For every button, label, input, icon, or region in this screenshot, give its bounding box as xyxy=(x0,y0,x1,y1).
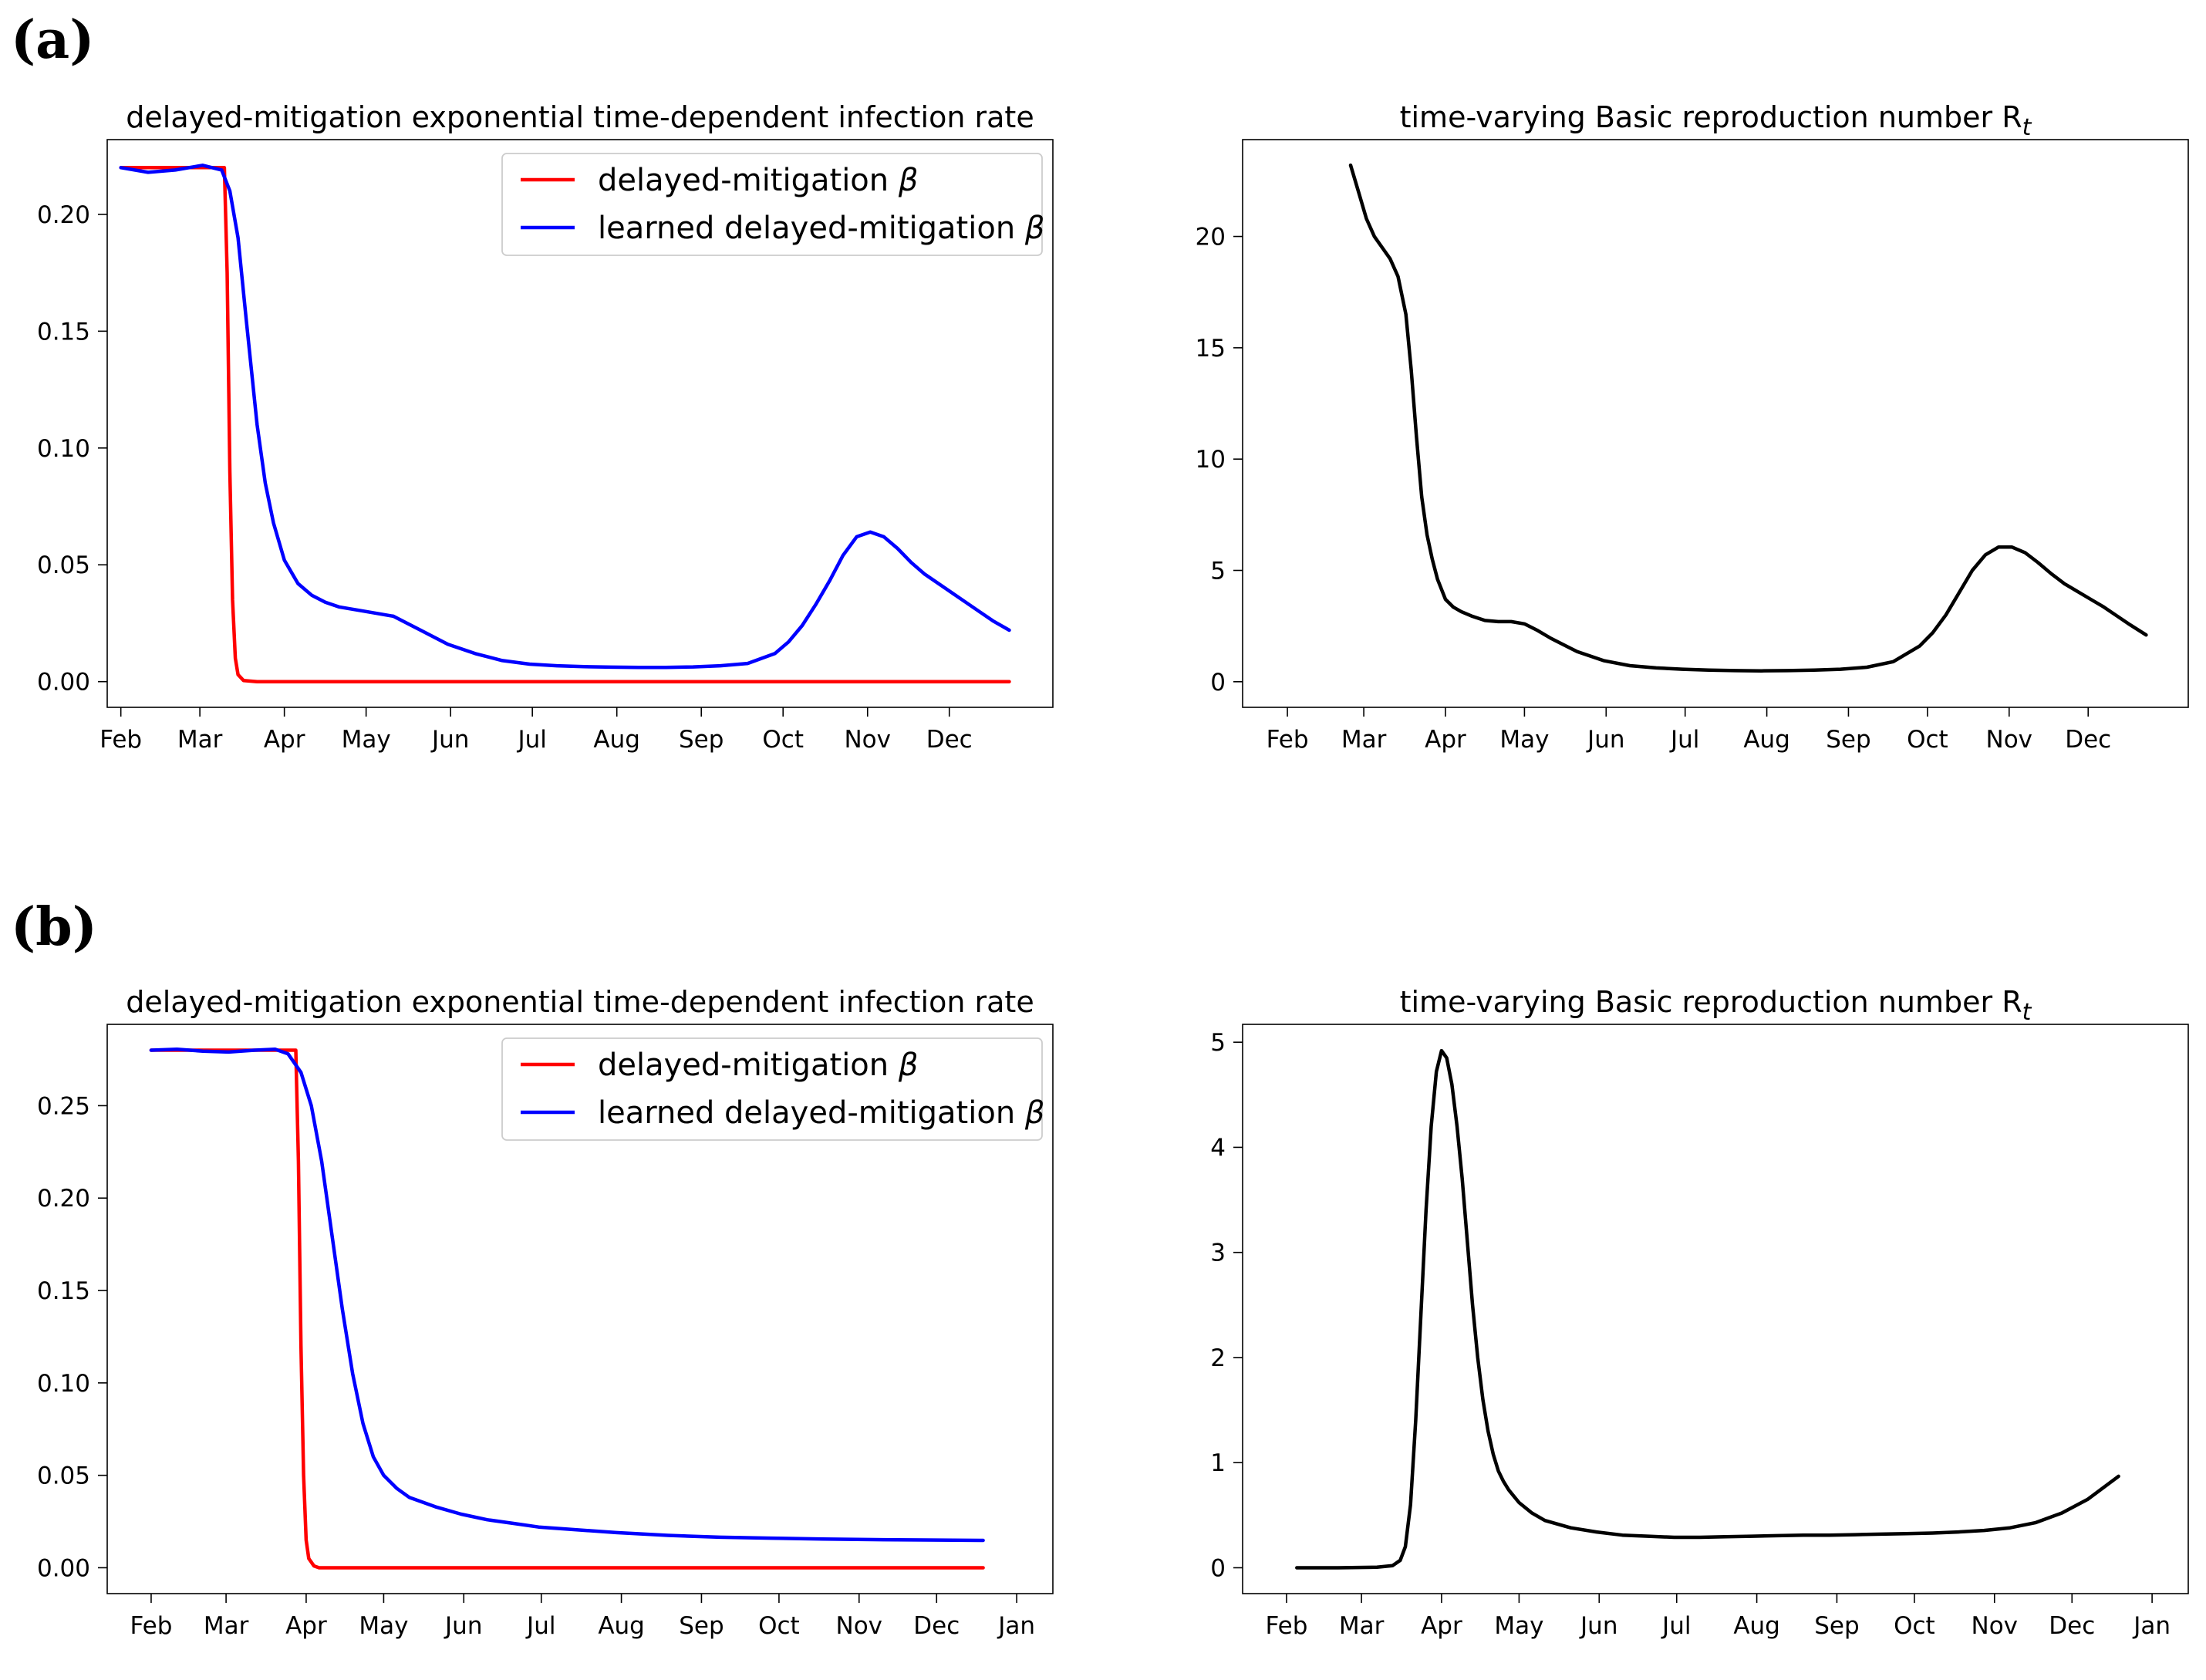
y-tick-label: 3 xyxy=(1210,1240,1226,1267)
y-tick-label: 0 xyxy=(1210,1554,1226,1582)
series-line-1 xyxy=(119,164,1011,670)
chart-title: delayed-mitigation exponential time-depe… xyxy=(126,100,1034,134)
x-tick-label: Aug xyxy=(598,1612,645,1640)
x-tick-label: Oct xyxy=(1894,1612,1935,1640)
y-tick-label: 2 xyxy=(1210,1344,1226,1372)
x-tick-label: Jul xyxy=(1661,1612,1691,1640)
x-tick-label: Dec xyxy=(926,726,973,754)
x-tick-label: Jan xyxy=(997,1612,1035,1640)
x-tick-label: Nov xyxy=(836,1612,883,1640)
x-tick-label: Feb xyxy=(130,1612,173,1640)
series-line-1 xyxy=(149,1047,985,1543)
x-tick-label: May xyxy=(1499,726,1549,754)
x-tick-label: Mar xyxy=(1341,726,1387,754)
y-tick-label: 0.10 xyxy=(37,435,90,463)
x-tick-label: Oct xyxy=(762,726,804,754)
x-tick-label: Sep xyxy=(1814,1612,1859,1640)
legend-label-0: delayed-mitigation β xyxy=(598,163,918,198)
chart-b-left: delayed-mitigation exponential time-depe… xyxy=(37,985,1054,1640)
series-line-0 xyxy=(1348,163,2148,673)
axes-frame xyxy=(1242,139,2189,708)
panel-label-b: (b) xyxy=(11,896,97,958)
x-tick-label: Oct xyxy=(1907,726,1948,754)
legend-label-1: learned delayed-mitigation β xyxy=(598,1095,1044,1131)
x-tick-label: Nov xyxy=(844,726,891,754)
x-tick-label: Mar xyxy=(177,726,223,754)
x-tick-label: Aug xyxy=(1743,726,1790,754)
x-tick-label: Dec xyxy=(2049,1612,2095,1640)
y-tick-label: 0.10 xyxy=(37,1370,90,1398)
x-tick-label: Feb xyxy=(1266,1612,1308,1640)
x-tick-label: Dec xyxy=(2065,726,2111,754)
axes-frame xyxy=(106,139,1054,708)
series-line-0 xyxy=(119,166,1011,683)
y-tick-label: 20 xyxy=(1196,224,1226,251)
y-tick-label: 10 xyxy=(1196,446,1226,474)
x-tick-label: Apr xyxy=(264,726,305,754)
x-tick-label: Jun xyxy=(444,1612,482,1640)
x-tick-label: Sep xyxy=(679,1612,724,1640)
x-tick-label: Apr xyxy=(1425,726,1466,754)
x-tick-label: Jun xyxy=(1579,1612,1617,1640)
y-tick-label: 0.20 xyxy=(37,201,90,229)
x-tick-label: Sep xyxy=(679,726,724,754)
legend-box xyxy=(501,1037,1043,1141)
x-tick-label: May xyxy=(1494,1612,1543,1640)
y-tick-label: 15 xyxy=(1196,335,1226,363)
x-tick-label: Jun xyxy=(430,726,469,754)
chart-title-subscript: t xyxy=(2022,114,2032,141)
x-tick-label: Nov xyxy=(1972,1612,2019,1640)
y-tick-label: 0.15 xyxy=(37,1277,90,1305)
legend-label-1: learned delayed-mitigation β xyxy=(598,211,1044,246)
x-tick-label: Dec xyxy=(913,1612,960,1640)
x-tick-label: Jul xyxy=(516,726,546,754)
x-tick-label: Nov xyxy=(1986,726,2033,754)
x-tick-label: Jul xyxy=(525,1612,555,1640)
legend: delayed-mitigation β learned delayed-miti… xyxy=(501,1037,1044,1141)
x-tick-label: Feb xyxy=(1267,726,1309,754)
legend: delayed-mitigation β learned delayed-miti… xyxy=(501,153,1044,256)
y-tick-label: 0.05 xyxy=(37,1462,90,1490)
x-tick-label: Aug xyxy=(593,726,640,754)
y-tick-label: 4 xyxy=(1210,1134,1226,1162)
axes-frame xyxy=(1242,1024,2189,1594)
x-tick-label: Apr xyxy=(1421,1612,1462,1640)
chart-a-right: time-varying Basic reproduction number R… xyxy=(1196,100,2189,754)
legend-label-0: delayed-mitigation β xyxy=(598,1047,918,1083)
x-tick-label: Mar xyxy=(1339,1612,1385,1640)
chart-title: delayed-mitigation exponential time-depe… xyxy=(126,985,1034,1019)
chart-b-right: time-varying Basic reproduction number R… xyxy=(1210,985,2189,1640)
y-tick-label: 0.15 xyxy=(37,318,90,346)
y-tick-label: 0.00 xyxy=(37,669,90,697)
axes-frame xyxy=(106,1024,1054,1594)
y-tick-label: 0.00 xyxy=(37,1554,90,1582)
x-tick-label: Apr xyxy=(285,1612,327,1640)
series-line-0 xyxy=(1295,1048,2120,1570)
chart-title: time-varying Basic reproduction number R… xyxy=(1400,100,2032,141)
legend-box xyxy=(501,153,1043,256)
chart-a-left: delayed-mitigation exponential time-depe… xyxy=(37,100,1054,754)
y-tick-label: 0.20 xyxy=(37,1185,90,1213)
y-tick-label: 0.25 xyxy=(37,1092,90,1120)
x-tick-label: Jan xyxy=(2132,1612,2171,1640)
y-tick-label: 1 xyxy=(1210,1449,1226,1477)
y-tick-label: 5 xyxy=(1210,1029,1226,1057)
chart-title: time-varying Basic reproduction number R… xyxy=(1400,985,2032,1026)
x-tick-label: Jun xyxy=(1586,726,1624,754)
y-tick-label: 0.05 xyxy=(37,552,90,579)
y-tick-label: 0 xyxy=(1210,669,1226,697)
panel-label-a: (a) xyxy=(11,9,95,71)
x-tick-label: Aug xyxy=(1733,1612,1780,1640)
series-line-0 xyxy=(149,1048,985,1570)
x-tick-label: Oct xyxy=(758,1612,800,1640)
x-tick-label: Feb xyxy=(100,726,142,754)
x-tick-label: Sep xyxy=(1826,726,1870,754)
x-tick-label: May xyxy=(342,726,391,754)
x-tick-label: Mar xyxy=(204,1612,249,1640)
x-tick-label: May xyxy=(359,1612,408,1640)
x-tick-label: Jul xyxy=(1669,726,1699,754)
y-tick-label: 5 xyxy=(1210,557,1226,585)
chart-title-subscript: t xyxy=(2022,999,2032,1026)
